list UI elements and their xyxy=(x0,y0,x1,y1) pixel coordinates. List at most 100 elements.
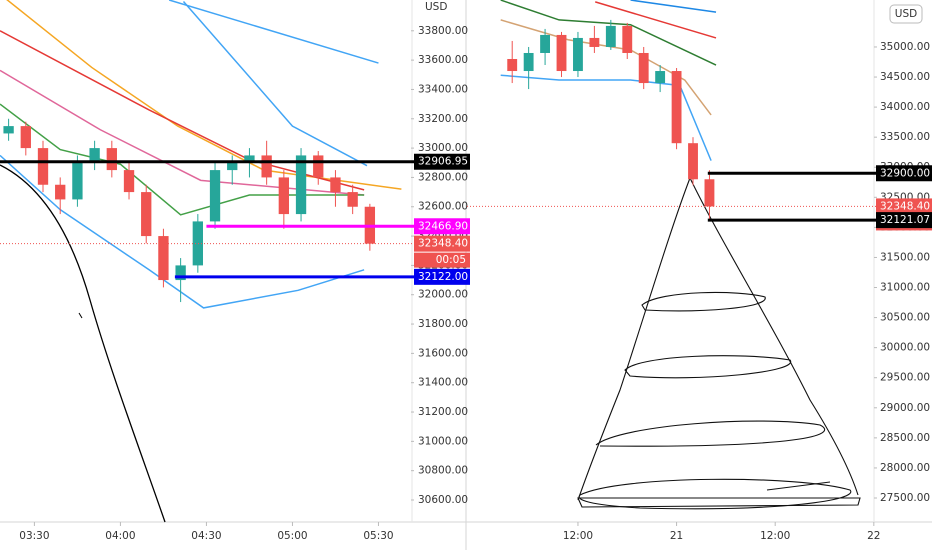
y-tick-label: 29500.00 xyxy=(880,372,930,384)
y-tick-label: 34000.00 xyxy=(880,101,930,113)
drawing-tick xyxy=(78,312,83,319)
candle-body xyxy=(704,179,715,207)
candle-body xyxy=(89,148,100,163)
price-label-bg xyxy=(414,268,470,285)
moving-average xyxy=(168,0,379,64)
candle-body xyxy=(655,71,666,84)
candle-body xyxy=(278,177,290,215)
x-tick-label: 03:30 xyxy=(19,530,49,542)
y-tick-label: 30500.00 xyxy=(880,312,930,324)
x-tick-label: 21 xyxy=(670,530,683,542)
candle-body xyxy=(175,265,186,281)
price-label: 32466.90 xyxy=(418,220,468,232)
candle-body xyxy=(261,155,272,178)
moving-average xyxy=(500,0,717,66)
price-label-bg xyxy=(876,198,932,215)
candle-body xyxy=(347,192,358,207)
currency-label: USD xyxy=(425,1,447,13)
candle-body xyxy=(123,170,135,193)
candle-body xyxy=(589,37,600,47)
y-tick-label: 29000.00 xyxy=(880,402,930,414)
drawing-curve xyxy=(0,164,166,523)
y-tick-label: 32000.00 xyxy=(418,289,468,301)
y-tick-label: 31800.00 xyxy=(418,318,468,330)
candle-body xyxy=(106,148,117,171)
x-tick-label: 12:00 xyxy=(760,530,790,542)
y-tick-label: 31000.00 xyxy=(880,282,930,294)
candle-body xyxy=(20,126,31,149)
y-tick-label: 31000.00 xyxy=(418,435,468,447)
moving-average xyxy=(6,0,402,190)
currency-label: USD xyxy=(895,8,917,20)
y-tick-label: 30000.00 xyxy=(880,342,930,354)
candle-body xyxy=(227,162,238,171)
moving-average xyxy=(594,1,717,39)
price-label: 32906.95 xyxy=(418,156,468,168)
y-tick-label: 33500.00 xyxy=(880,131,930,143)
candle-body xyxy=(573,37,583,72)
y-tick-label: 30800.00 xyxy=(418,465,468,477)
price-label: 32900.00 xyxy=(880,167,930,179)
x-tick-label: 22 xyxy=(867,530,880,542)
candle-body xyxy=(158,236,169,281)
candle-body xyxy=(688,143,698,180)
candle-body xyxy=(622,25,633,53)
y-tick-label: 33800.00 xyxy=(418,25,468,37)
y-tick-label: 33000.00 xyxy=(418,142,468,154)
price-label: 32121.07 xyxy=(880,214,930,226)
candle-body xyxy=(244,155,255,163)
y-tick-label: 28500.00 xyxy=(880,432,930,444)
drawing-cone xyxy=(577,177,861,510)
price-label: 32348.40 xyxy=(880,200,930,212)
candle-body xyxy=(209,170,221,222)
candle-body xyxy=(330,177,341,193)
moving-average xyxy=(630,0,717,13)
moving-average xyxy=(182,0,368,167)
currency-badge[interactable] xyxy=(889,4,923,24)
candle-body xyxy=(72,162,83,200)
candle-body xyxy=(523,52,534,72)
candle-body xyxy=(671,71,682,144)
candle-body xyxy=(638,52,649,84)
price-label-bg xyxy=(414,235,470,252)
moving-average xyxy=(0,154,365,309)
candle-body xyxy=(55,184,66,200)
y-tick-label: 31500.00 xyxy=(880,251,930,263)
price-label-bg xyxy=(414,218,470,235)
y-tick-label: 33600.00 xyxy=(418,54,468,66)
price-label-bg xyxy=(876,212,932,229)
x-tick-label: 12:00 xyxy=(563,530,593,542)
y-tick-label: 31200.00 xyxy=(418,406,468,418)
y-tick-label: 32600.00 xyxy=(418,201,468,213)
candle-body xyxy=(540,34,551,53)
price-label: 32122.00 xyxy=(418,271,468,283)
x-tick-label: 05:00 xyxy=(277,530,307,542)
candle-body xyxy=(37,148,49,185)
y-tick-label: 30600.00 xyxy=(418,494,468,506)
price-label-bg xyxy=(876,165,932,182)
x-tick-label: 04:30 xyxy=(191,530,221,542)
moving-average xyxy=(0,103,365,216)
price-label: 32348.40 xyxy=(418,238,468,250)
y-tick-label: 33200.00 xyxy=(418,113,468,125)
candle-body xyxy=(3,126,14,134)
candle-body xyxy=(313,155,324,178)
moving-average xyxy=(0,30,365,191)
countdown: 00:05 xyxy=(436,254,466,266)
y-tick-label: 32800.00 xyxy=(418,171,468,183)
x-tick-label: 05:30 xyxy=(363,530,393,542)
y-tick-label: 34500.00 xyxy=(880,71,930,83)
y-tick-label: 28000.00 xyxy=(880,462,930,474)
candle-body xyxy=(507,58,518,72)
candle-body xyxy=(556,34,567,72)
moving-average xyxy=(500,74,712,161)
candle-body xyxy=(141,192,152,237)
candle-body xyxy=(605,25,616,47)
candle-body xyxy=(192,221,203,266)
y-tick-label: 33400.00 xyxy=(418,83,468,95)
price-label-bg xyxy=(414,153,470,170)
y-tick-label: 31600.00 xyxy=(418,347,468,359)
candle-body xyxy=(295,155,307,215)
